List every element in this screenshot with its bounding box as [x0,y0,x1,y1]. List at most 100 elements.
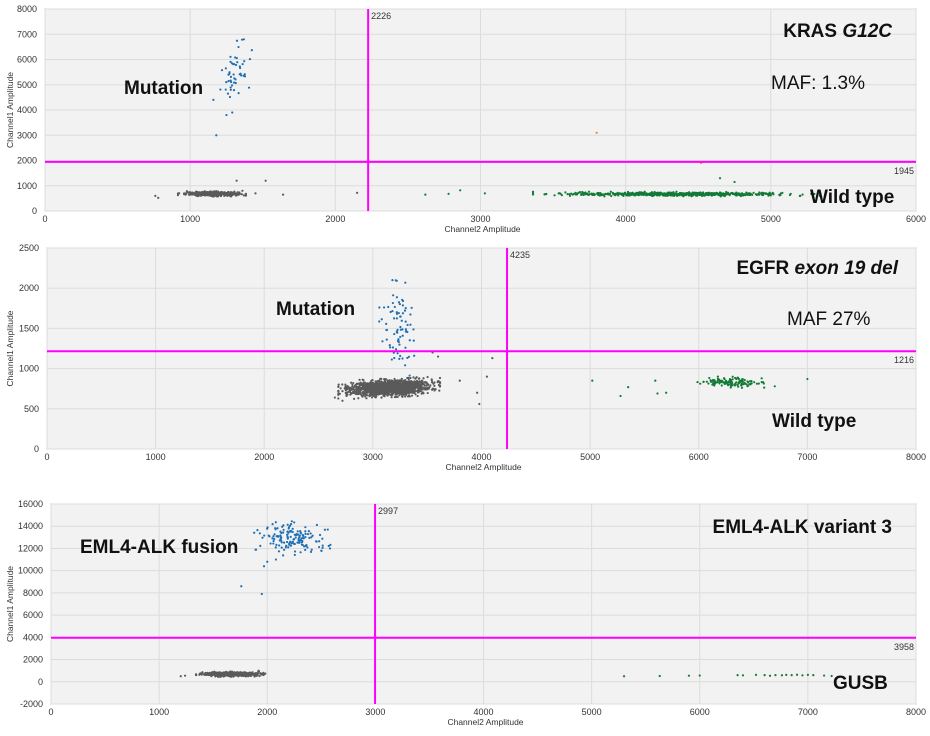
x-tick-label: 7000 [797,452,817,462]
droplet-point [298,539,301,542]
droplet-point [376,386,380,390]
droplet-point [806,673,809,676]
droplet-point [237,193,240,196]
droplet-point [291,527,294,530]
droplet-point [236,61,239,64]
droplet-point [304,530,307,533]
droplet-point [290,520,293,523]
droplet-point [234,63,238,67]
x-tick-label: 3000 [470,214,490,224]
droplet-point [729,381,733,384]
droplet-point [766,192,769,196]
droplet-point [364,395,367,398]
droplet-point [698,674,701,677]
droplet-point [224,67,227,70]
droplet-point [263,534,266,537]
droplet-point [414,385,417,389]
droplet-point [699,382,702,385]
droplet-point [315,540,318,543]
droplet-point [413,354,416,357]
droplet-point [590,193,594,196]
droplet-point [397,311,400,315]
droplet-point [553,194,556,197]
droplet-point [407,383,410,387]
droplet-point [407,387,410,390]
droplet-point [244,194,248,197]
x-tick-label: 8000 [906,707,926,717]
droplet-point [368,383,371,386]
droplet-point [679,192,682,195]
droplet-point [608,193,611,196]
droplet-point [801,674,804,677]
droplet-point [713,384,716,387]
droplet-point [425,384,428,387]
y-tick-label: 0 [34,444,39,454]
droplet-point [378,306,381,309]
droplet-point [406,356,409,360]
droplet-point [383,390,387,393]
droplet-point [396,382,399,385]
droplet-point [735,191,738,194]
droplet-point [396,352,399,355]
droplet-point [407,394,411,397]
droplet-point [361,385,364,388]
droplet-point [690,195,693,198]
droplet-point [400,378,403,381]
droplet-point [438,381,442,385]
droplet-point [388,382,391,386]
droplet-point [253,675,256,678]
droplet-point [399,325,402,329]
droplet-point [369,389,372,392]
droplet-point [235,39,239,42]
droplet-point [361,391,364,395]
droplet-point [306,532,310,536]
droplet-point [747,193,750,196]
droplet-point [219,675,222,678]
droplet-point [273,533,276,536]
droplet-point [376,389,379,392]
droplet-point [774,674,777,677]
droplet-point [750,380,753,383]
droplet-point [447,192,450,195]
droplet-point [391,390,394,394]
droplet-point [637,194,640,197]
droplet-point [731,192,735,196]
droplet-point [403,309,407,312]
droplet-point [208,191,211,194]
droplet-point [226,671,230,674]
droplet-point [755,382,758,385]
droplet-point [215,134,218,137]
threshold-y-label: 1216 [894,355,914,365]
droplet-point [379,392,382,395]
droplet-point [311,534,314,537]
droplet-point [304,532,307,536]
droplet-point [275,543,278,546]
droplet-point [393,332,396,336]
droplet-point [297,537,300,540]
droplet-point [414,393,417,396]
droplet-point [176,192,180,195]
x-tick-label: 6000 [690,707,710,717]
droplet-point [763,674,766,677]
droplet-point [276,535,279,538]
droplet-point [578,191,582,194]
droplet-point [231,673,235,676]
y-tick-label: 5000 [17,80,37,90]
y-tick-label: 3000 [17,130,37,140]
droplet-point [230,80,233,84]
droplet-point [321,546,324,549]
droplet-point [391,301,394,305]
droplet-point [185,190,188,193]
droplet-point [754,673,758,676]
droplet-point [308,536,311,540]
droplet-point [584,191,587,194]
droplet-point [669,193,672,196]
droplet-point [294,536,297,539]
droplet-point [277,550,281,553]
droplet-point [287,546,290,549]
droplet-point [260,592,263,596]
droplet-point [361,394,364,398]
droplet-point [611,191,614,195]
droplet-point [788,193,791,197]
droplet-point [339,387,342,390]
